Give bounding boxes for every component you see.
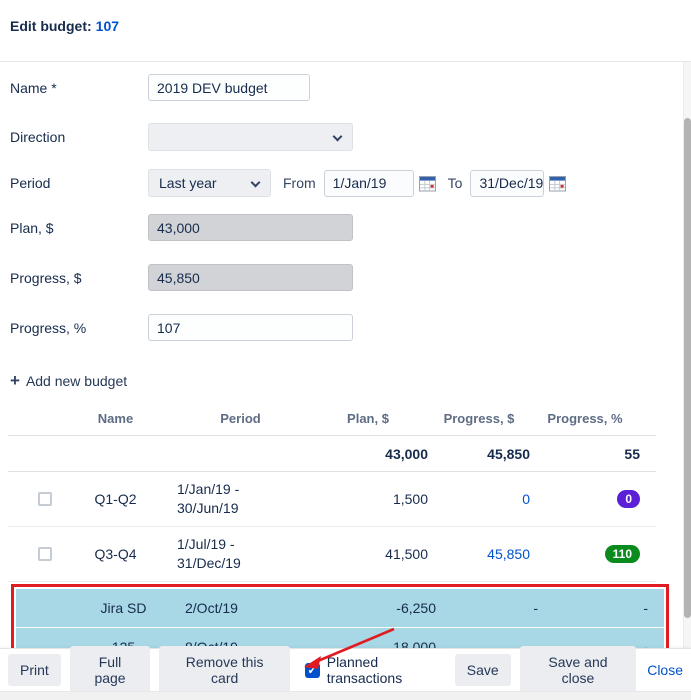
totals-progress-amount: 45,850 [487,445,530,462]
full-page-button[interactable]: Full page [69,646,151,694]
budget-table: Name Period Plan, $ Progress, $ Progress… [8,403,669,648]
row-checkbox[interactable] [38,492,52,506]
page-title: Edit budget: 107 [10,18,691,34]
chevron-down-icon [250,177,261,188]
print-button[interactable]: Print [8,654,61,686]
plus-icon: + [10,371,20,390]
to-label: To [447,175,463,191]
dialog-header: Edit budget: 107 [0,0,691,62]
table-row: Q1-Q2 1/Jan/19 - 30/Jun/19 1,500 0 0 [8,472,656,527]
column-header-name: Name [97,411,134,426]
progress-percent-label: Progress, % [10,319,87,336]
row-period: 1/Jul/19 - 31/Dec/19 [177,536,241,571]
planned-transactions-label: Planned transactions [326,654,403,686]
progress-amount-label: Progress, $ [10,269,82,286]
row-plan: 41,500 [385,546,428,562]
from-date-input[interactable] [323,169,414,197]
chevron-down-icon [332,131,343,142]
name-label: Name * [10,79,57,96]
period-preset-value: Last year [159,175,217,191]
form-row-direction: Direction [10,123,691,151]
column-header-progress-amount: Progress, $ [443,411,515,426]
form-row-progress-percent: Progress, % [10,314,691,341]
column-header-progress-percent: Progress, % [547,411,623,426]
name-input[interactable] [148,74,310,101]
row-progress-amount-link[interactable]: 45,850 [487,546,530,562]
dialog-content: Name * Direction Period Last year From [0,62,691,648]
transaction-period: 8/Oct/19 [185,638,238,649]
transaction-progress-percent: - [643,639,648,648]
row-plan: 1,500 [392,491,428,507]
transaction-row[interactable]: Jira SD 2/Oct/19 -6,250 - - [16,589,664,627]
column-header-checkbox [8,411,58,428]
row-period: 1/Jan/19 - 30/Jun/19 [177,481,240,516]
scrollbar-track[interactable] [683,62,691,648]
transaction-name: 125 [111,639,136,648]
transaction-row[interactable]: 125 8/Oct/19 18,000 - - [16,628,664,648]
page-bottom-strip [0,691,691,700]
table-row: Q3-Q4 1/Jul/19 - 31/Dec/19 41,500 45,850… [8,527,656,582]
annotation-red-box: Jira SD 2/Oct/19 -6,250 - - 125 8/Oct/19… [11,584,669,648]
planned-transactions-checkbox-wrap[interactable]: ✓ Planned transactions [305,654,455,686]
table-totals-row: 43,000 45,850 55 [8,436,656,472]
totals-plan: 43,000 [385,445,428,462]
add-new-budget-button[interactable]: + Add new budget [10,371,127,391]
calendar-icon[interactable] [418,175,436,192]
progress-amount-input [148,264,353,291]
footer-left-group: Print Full page Remove this card ✓ Plann… [8,646,455,694]
transaction-plan: -6,250 [396,600,436,616]
transaction-name: Jira SD [100,600,147,616]
status-badge: 0 [617,490,640,508]
period-preset-select[interactable]: Last year [148,169,271,197]
add-new-budget-label: Add new budget [25,373,128,389]
scrollbar-thumb[interactable] [684,118,691,618]
progress-percent-input[interactable] [148,314,353,341]
column-header-period: Period [220,411,261,426]
checkbox-checked-icon[interactable]: ✓ [305,662,320,678]
footer-right-group: Save Save and close Close [454,646,685,694]
form-row-period: Period Last year From To [10,169,691,197]
calendar-icon[interactable] [549,175,567,192]
from-label: From [283,175,316,191]
status-badge: 110 [604,545,640,563]
form-row-name: Name * [10,74,691,101]
form-row-plan: Plan, $ [10,214,691,241]
title-text: Edit budget: [10,18,92,34]
remove-card-button[interactable]: Remove this card [159,646,291,694]
totals-progress-percent: 55 [624,445,640,462]
save-button[interactable]: Save [454,654,511,686]
column-header-plan: Plan, $ [347,411,389,426]
plan-input [148,214,353,241]
transaction-progress-percent: - [643,600,648,616]
table-header-row: Name Period Plan, $ Progress, $ Progress… [8,403,656,436]
direction-select[interactable] [148,123,353,151]
transaction-period: 2/Oct/19 [185,599,238,616]
direction-label: Direction [10,129,66,145]
save-and-close-button[interactable]: Save and close [519,646,637,694]
row-checkbox[interactable] [38,547,52,561]
row-name: Q1-Q2 [94,491,137,507]
transaction-progress-amount: - [533,600,538,616]
transaction-plan: 18,000 [393,639,436,648]
row-progress-amount-link[interactable]: 0 [522,491,530,507]
form-row-progress-amount: Progress, $ [10,264,691,291]
close-button[interactable]: Close [645,654,685,686]
period-label: Period [10,175,51,191]
to-date-input[interactable] [470,169,545,197]
transaction-progress-amount: - [533,639,538,648]
budget-id-link[interactable]: 107 [95,18,120,34]
dialog-footer: Print Full page Remove this card ✓ Plann… [0,646,691,694]
plan-label: Plan, $ [10,219,54,236]
row-name: Q3-Q4 [94,546,137,562]
